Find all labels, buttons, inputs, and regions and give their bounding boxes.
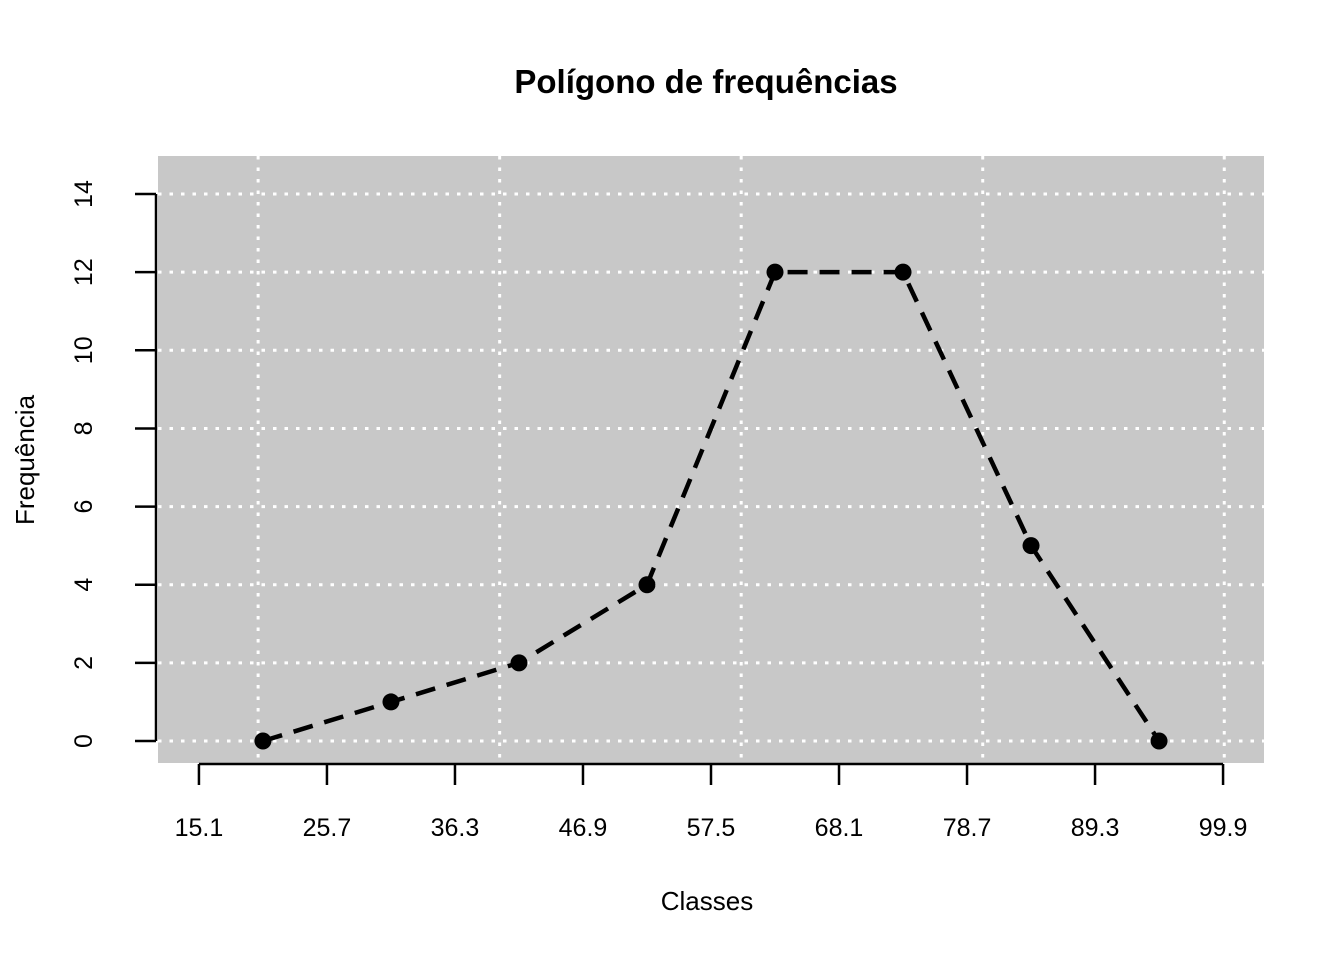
frequency-polygon-series (254, 263, 1168, 750)
x-tick-label: 78.7 (943, 814, 992, 842)
data-point (766, 263, 784, 281)
data-point (894, 263, 912, 281)
y-tick-label: 4 (70, 578, 98, 592)
y-tick-label: 10 (70, 336, 98, 364)
data-point (638, 576, 656, 594)
y-tick-label: 12 (70, 258, 98, 286)
y-tick-label: 6 (70, 500, 98, 514)
y-tick-label: 0 (70, 734, 98, 748)
data-line (262, 269, 1161, 744)
x-tick-label: 57.5 (687, 814, 736, 842)
y-axis-title: Frequência (10, 394, 40, 525)
y-tick-label: 8 (70, 421, 98, 435)
data-point (382, 693, 400, 711)
axes: 15.1 25.7 36.3 46.9 57.5 68.1 78.7 89.3 99.9 0 2 4 6… (70, 180, 1247, 842)
y-tick-label: 14 (70, 180, 98, 208)
data-point (254, 732, 272, 750)
x-tick-label: 68.1 (815, 814, 864, 842)
plot-background (158, 156, 1264, 763)
x-axis-title: Classes (661, 886, 753, 916)
data-point (1022, 537, 1040, 555)
x-tick-label: 99.9 (1199, 814, 1248, 842)
data-point (510, 654, 528, 672)
y-tick-label: 2 (70, 656, 98, 670)
x-tick-label: 89.3 (1071, 814, 1120, 842)
x-tick-label: 25.7 (303, 814, 352, 842)
x-tick-label: 36.3 (431, 814, 480, 842)
data-point (1150, 732, 1168, 750)
x-tick-label: 46.9 (559, 814, 608, 842)
chart-title: Polígono de frequências (514, 63, 897, 100)
x-tick-label: 15.1 (175, 814, 224, 842)
